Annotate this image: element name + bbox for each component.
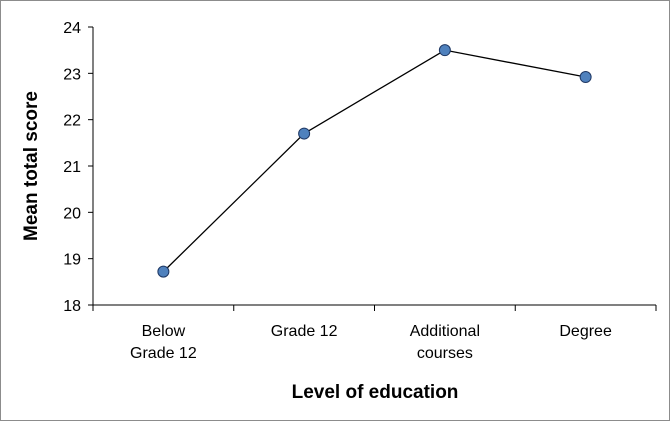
y-tick-label: 24	[63, 20, 81, 37]
x-tick-label-line: Degree	[559, 323, 612, 340]
x-tick-label: Grade 12	[271, 323, 338, 340]
x-tick-label-line: Additional	[410, 323, 480, 340]
x-tick-label-line: Grade 12	[271, 323, 338, 340]
y-tick-labels: 18 19 20 21 22 23 24	[63, 20, 81, 315]
data-point-marker	[579, 71, 592, 84]
x-tick-labels: Below Grade 12 Grade 12 Additional courses De…	[130, 323, 612, 362]
x-tick-label-line: Below	[142, 323, 186, 340]
x-tick-label-line: courses	[417, 345, 473, 362]
data-point-marker	[157, 265, 170, 278]
x-tick-label: Below Grade 12	[130, 323, 197, 362]
y-tick-label: 19	[63, 252, 81, 269]
data-point-marker	[298, 127, 311, 140]
y-tick-label: 22	[63, 113, 81, 130]
x-axis-title: Level of education	[292, 382, 459, 403]
series-line-group	[162, 49, 586, 273]
y-tick-label: 21	[63, 159, 81, 176]
data-point-marker	[438, 44, 451, 57]
x-tick-label-line: Grade 12	[130, 345, 197, 362]
series-line	[162, 49, 586, 273]
y-tick-label: 20	[63, 205, 81, 222]
chart-axes	[88, 26, 657, 311]
y-tick-label: 23	[63, 66, 81, 83]
series-markers-group	[157, 44, 592, 278]
x-tick-label: Degree	[559, 323, 612, 340]
y-axis-title: Mean total score	[21, 91, 42, 241]
x-tick-label: Additional courses	[410, 323, 480, 362]
y-tick-label: 18	[63, 298, 81, 315]
